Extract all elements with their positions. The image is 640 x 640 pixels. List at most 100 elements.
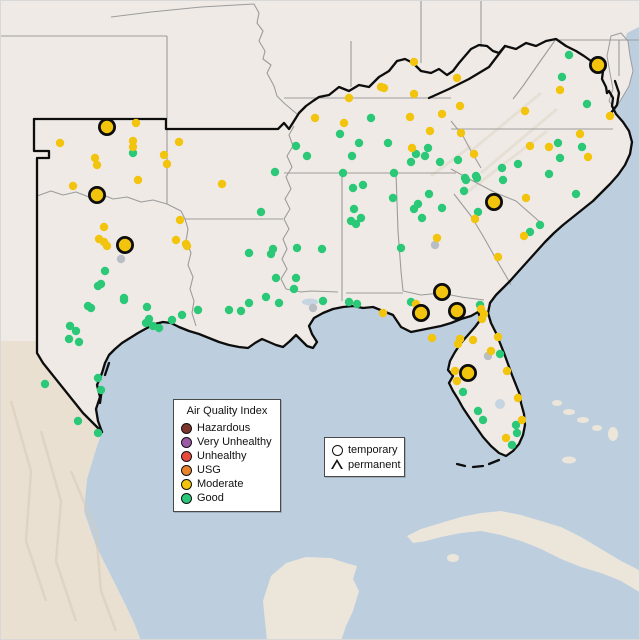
monitor-dot-good	[423, 143, 433, 153]
legend-item-label: Very Unhealthy	[197, 436, 272, 448]
monitor-dot-good	[571, 189, 581, 199]
monitor-dot-good	[555, 153, 565, 163]
temporary-station-circle	[589, 56, 608, 75]
monitor-dot-good	[86, 303, 96, 313]
monitor-dot-moderate	[432, 233, 442, 243]
monitor-dot-good	[346, 216, 356, 226]
monitor-dot-moderate	[525, 141, 535, 151]
monitor-dot-good	[409, 204, 419, 214]
monitor-dot-moderate	[455, 101, 465, 111]
monitor-dot-good	[577, 142, 587, 152]
monitor-dot-moderate	[452, 376, 462, 386]
monitor-dot-moderate	[90, 153, 100, 163]
monitor-dot-good	[582, 99, 592, 109]
monitor-dot-good	[244, 298, 254, 308]
moderate-swatch-icon	[181, 478, 192, 490]
monitor-dot-moderate	[68, 181, 78, 191]
aqi-legend-title: Air Quality Index	[186, 405, 268, 417]
monitor-dot-moderate	[162, 159, 172, 169]
monitor-dot-good	[471, 171, 481, 181]
legend-item-label: Moderate	[197, 478, 244, 490]
monitor-dot-moderate	[605, 111, 615, 121]
monitor-dot-good	[352, 299, 362, 309]
monitor-dot-moderate	[468, 335, 478, 345]
legend-item-usg: USG	[181, 463, 273, 477]
monitor-dot-moderate	[175, 215, 185, 225]
bahamas-islands	[552, 400, 618, 464]
monitor-dot-moderate	[513, 393, 523, 403]
monitor-dot-good	[144, 314, 154, 324]
monitor-dot-good	[93, 281, 103, 291]
monitor-dot-moderate	[469, 149, 479, 159]
monitor-dot-good	[459, 186, 469, 196]
legend-item-moderate: Moderate	[181, 477, 273, 491]
monitor-dot-good	[513, 159, 523, 169]
monitor-dot-good	[338, 168, 348, 178]
monitor-dot-good	[93, 428, 103, 438]
monitor-dot-missing	[430, 240, 440, 250]
monitor-dot-good	[270, 167, 280, 177]
legend-item-unhealthy: Unhealthy	[181, 449, 273, 463]
monitor-dot-good	[544, 169, 554, 179]
monitor-dot-moderate	[133, 175, 143, 185]
monitor-dot-good	[128, 148, 138, 158]
monitor-dot-moderate	[55, 138, 65, 148]
monitor-dot-moderate	[131, 118, 141, 128]
legend-item-good: Good	[181, 491, 273, 505]
monitor-dot-moderate	[171, 235, 181, 245]
monitor-dot-good	[96, 385, 106, 395]
temporary-station-circle	[411, 303, 430, 322]
monitor-dot-moderate	[99, 222, 109, 232]
monitor-dot-good	[437, 203, 447, 213]
monitor-dot-good	[271, 273, 281, 283]
monitor-dot-moderate	[452, 73, 462, 83]
monitor-dot-good	[347, 151, 357, 161]
monitor-dot-good	[497, 163, 507, 173]
monitor-dot-moderate	[128, 136, 138, 146]
monitor-dot-good	[93, 373, 103, 383]
monitor-dot-good	[460, 173, 470, 183]
monitor-dot-good	[167, 315, 177, 325]
monitor-dot-good	[154, 323, 164, 333]
delmarva-peninsula	[606, 32, 634, 110]
monitor-dot-good	[274, 298, 284, 308]
legend-item-label: Unhealthy	[197, 450, 247, 462]
monitor-markers	[40, 50, 615, 450]
monitor-dot-good	[406, 157, 416, 167]
monitor-dot-good	[420, 151, 430, 161]
temporary-station-circle	[432, 282, 451, 301]
monitor-dot-good	[318, 296, 328, 306]
hazardous-swatch-icon	[181, 422, 192, 434]
monitor-dot-good	[344, 297, 354, 307]
legend-item-label: Good	[197, 492, 224, 504]
monitor-dot-good	[424, 189, 434, 199]
monitor-dot-moderate	[517, 415, 527, 425]
legend-item-hazardous: Hazardous	[181, 421, 273, 435]
monitor-dot-good	[473, 207, 483, 217]
legend-item-temporary: temporary	[331, 442, 398, 457]
monitor-dot-good	[291, 273, 301, 283]
legend-item-label: Hazardous	[197, 422, 251, 434]
monitor-dot-good	[335, 129, 345, 139]
monitor-dot-good	[292, 243, 302, 253]
monitor-dot-moderate	[470, 214, 480, 224]
monitor-dot-good	[366, 113, 376, 123]
monitor-dot-good	[512, 428, 522, 438]
monitor-dot-missing	[116, 254, 126, 264]
monitor-dot-good	[236, 306, 246, 316]
monitor-dot-good	[388, 193, 398, 203]
monitor-dot-moderate	[128, 142, 138, 152]
monitor-dot-moderate	[92, 160, 102, 170]
monitor-dot-moderate	[407, 143, 417, 153]
monitor-dot-good	[65, 321, 75, 331]
mexico-land	[1, 341, 141, 639]
monitor-dot-good	[507, 440, 517, 450]
monitor-dot-good	[389, 168, 399, 178]
good-swatch-icon	[181, 492, 192, 504]
monitor-dot-good	[266, 249, 276, 259]
monitor-dot-good	[142, 302, 152, 312]
monitor-dot-moderate	[544, 142, 554, 152]
monitor-dot-good	[193, 305, 203, 315]
mexico-relief	[9, 400, 118, 632]
